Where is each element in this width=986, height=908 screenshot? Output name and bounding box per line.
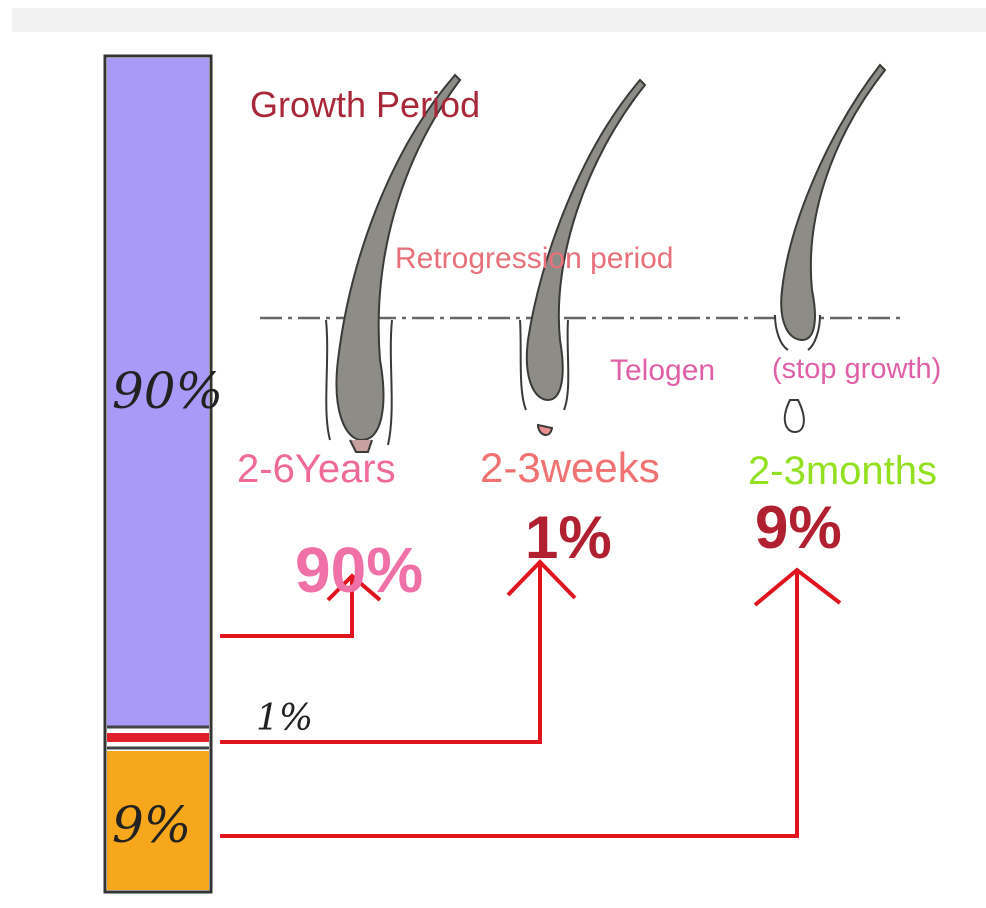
stage-label: (stop growth)	[772, 353, 941, 385]
duration: 2-3months	[748, 449, 937, 493]
page: {"labels": {"growth_period": "Growth Per…	[0, 0, 986, 908]
top-band	[12, 8, 986, 32]
diagram: Growth Period Retrogression period Telog…	[0, 0, 986, 908]
percentage: 90%	[295, 534, 423, 606]
bar-label: 9%	[112, 796, 191, 854]
bar-retrogression	[107, 733, 209, 742]
percentage: 1%	[525, 504, 612, 571]
stage-label: Retrogression period	[395, 242, 673, 275]
duration: 2-6Years	[237, 447, 396, 491]
duration: 2-3weeks	[480, 444, 660, 491]
percentage: 9%	[755, 494, 842, 561]
bar-label: 90%	[112, 362, 223, 420]
bar-label: 1%	[256, 698, 313, 739]
stage-label: Growth Period	[250, 84, 480, 125]
stage-label: Telogen	[610, 354, 715, 387]
